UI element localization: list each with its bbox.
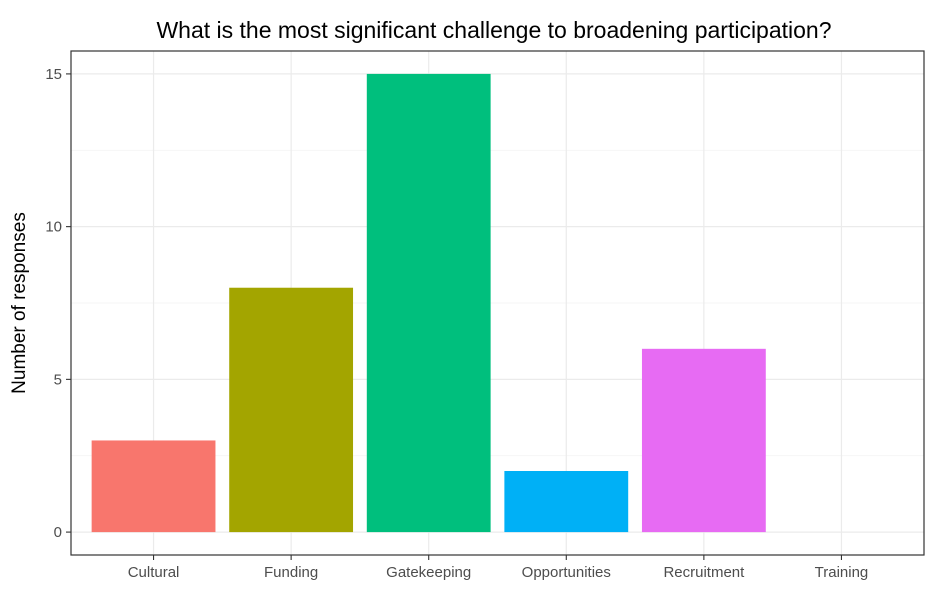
- x-tick-label: Training: [815, 564, 869, 581]
- bar-gatekeeping: [366, 73, 491, 533]
- plot-panel-border: [70, 50, 925, 556]
- bar-opportunities: [504, 471, 629, 533]
- bar-recruitment: [641, 348, 766, 533]
- x-tick-label: Opportunities: [522, 564, 611, 581]
- axes: 0 5 10 15 Cultural Funding Gatekeeping Opportun…: [45, 66, 868, 581]
- bars: [91, 73, 766, 533]
- y-tick-label: 0: [54, 524, 62, 541]
- bar-cultural: [91, 440, 216, 533]
- y-tick-label: 10: [45, 219, 62, 236]
- bar-funding: [229, 287, 354, 533]
- y-tick-label: 5: [54, 371, 62, 388]
- x-tick-label: Funding: [264, 564, 318, 581]
- x-tick-label: Gatekeeping: [386, 564, 471, 581]
- y-axis-label: Number of responses: [9, 212, 30, 394]
- y-tick-label: 15: [45, 66, 62, 83]
- x-tick-label: Cultural: [128, 564, 180, 581]
- x-tick-label: Recruitment: [663, 564, 745, 581]
- chart-title: What is the most significant challenge t…: [156, 17, 831, 43]
